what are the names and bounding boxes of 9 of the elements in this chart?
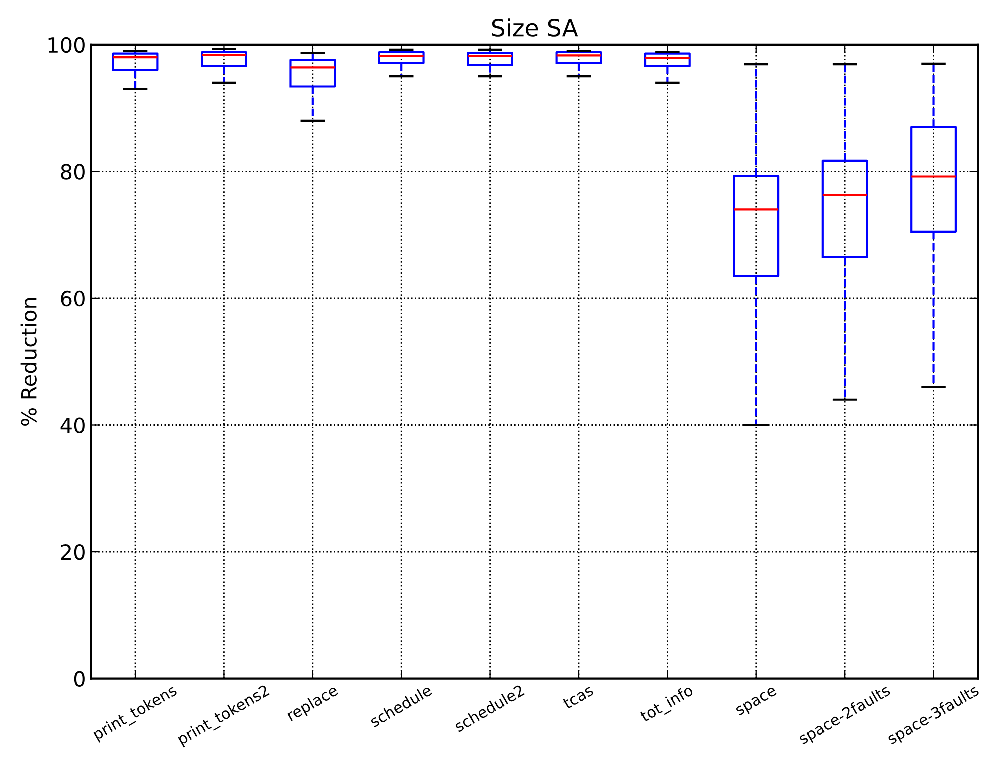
y-tick-label: 20 <box>61 544 85 560</box>
chart-title: Size SA <box>492 18 578 37</box>
y-tick-label: 0 <box>74 671 85 688</box>
y-tick-label: 100 <box>48 37 85 54</box>
y-tick-label: 80 <box>61 164 85 180</box>
y-tick-label: 60 <box>61 290 85 307</box>
y-axis-title: % Reduction <box>20 298 37 426</box>
y-tick-label: 40 <box>60 418 85 434</box>
x-tick-label: tcas <box>562 684 594 710</box>
